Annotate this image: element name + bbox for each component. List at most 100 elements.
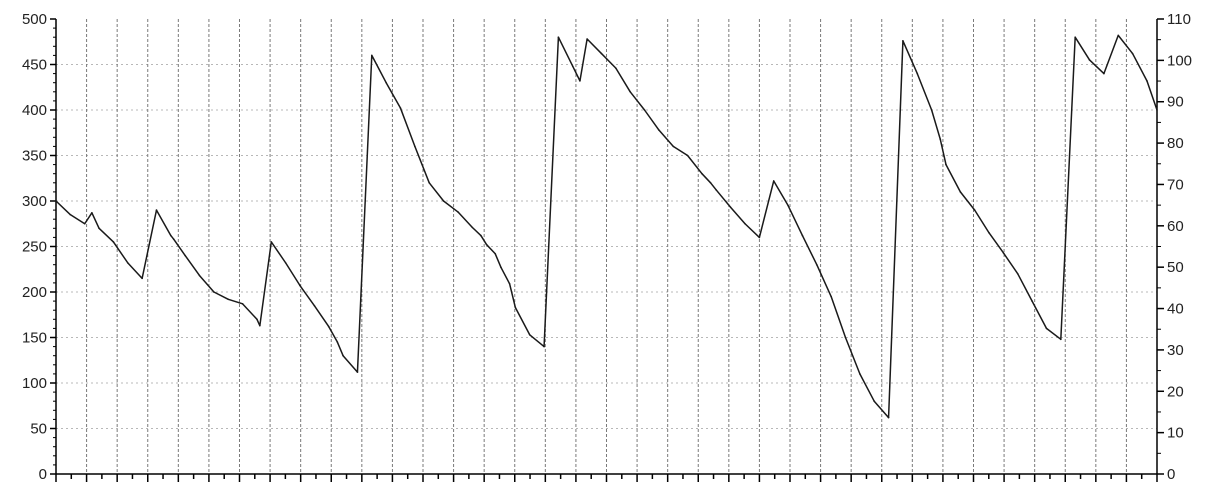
left-tick-label: 250 <box>22 239 47 256</box>
data-point <box>744 222 746 225</box>
data-point <box>557 36 560 38</box>
data-point <box>959 191 962 193</box>
data-point <box>299 284 301 287</box>
data-point <box>672 145 675 148</box>
data-point <box>579 80 581 82</box>
data-point <box>141 277 143 280</box>
data-point <box>284 262 287 264</box>
data-point <box>787 204 789 207</box>
data-point <box>399 107 402 109</box>
data-point <box>1045 327 1048 330</box>
data-point <box>414 145 416 148</box>
data-point <box>270 241 273 243</box>
data-point <box>508 283 511 285</box>
data-point <box>1016 273 1019 275</box>
data-point <box>844 336 847 339</box>
data-point <box>729 206 732 209</box>
data-point <box>1103 72 1105 75</box>
data-point <box>715 189 718 191</box>
data-point <box>1146 80 1148 82</box>
data-point <box>198 274 201 277</box>
left-tick-label: 200 <box>22 284 47 301</box>
data-point <box>629 91 631 93</box>
data-point <box>112 241 115 243</box>
left-tick-label: 0 <box>39 466 47 483</box>
right-tick-label: 10 <box>1167 425 1184 442</box>
right-tick-label: 20 <box>1167 383 1184 400</box>
data-point <box>815 263 818 266</box>
right-tick-label: 30 <box>1167 342 1184 359</box>
right-tick-label: 90 <box>1167 94 1184 111</box>
data-point <box>126 262 129 264</box>
data-point <box>98 227 100 230</box>
data-point <box>600 52 603 55</box>
data-point <box>1117 34 1120 37</box>
data-point <box>241 303 244 305</box>
data-point <box>170 234 172 237</box>
data-point <box>356 371 359 373</box>
right-tick-label: 110 <box>1167 11 1191 28</box>
left-tick-label: 50 <box>30 421 47 438</box>
data-point <box>902 40 904 42</box>
data-point <box>342 354 344 357</box>
data-point <box>1031 300 1033 302</box>
right-tick-label: 80 <box>1167 135 1184 152</box>
data-point <box>500 266 502 269</box>
data-point <box>480 234 482 237</box>
left-tick-label: 500 <box>22 11 47 28</box>
data-point <box>83 222 86 225</box>
data-point <box>514 306 517 309</box>
data-point <box>930 109 933 111</box>
data-point <box>227 298 230 301</box>
right-tick-label: 50 <box>1167 259 1184 276</box>
data-point <box>313 304 316 307</box>
data-point <box>172 238 175 241</box>
data-point <box>385 81 387 84</box>
data-point <box>1060 338 1062 341</box>
data-point <box>830 295 832 298</box>
data-point <box>1088 59 1091 61</box>
data-point <box>256 318 258 321</box>
data-point <box>571 65 574 68</box>
data-point <box>371 54 373 57</box>
data-point <box>442 200 445 202</box>
data-point <box>327 325 330 328</box>
data-point <box>184 254 186 257</box>
data-point <box>1074 36 1076 38</box>
data-point <box>428 182 431 184</box>
data-point <box>758 236 761 239</box>
right-tick-label: 70 <box>1167 176 1184 193</box>
data-point <box>213 291 215 293</box>
data-point <box>709 182 712 184</box>
data-point <box>1131 52 1134 55</box>
data-point <box>859 373 861 375</box>
data-point <box>91 212 93 214</box>
data-point <box>586 38 588 40</box>
data-point <box>686 154 689 157</box>
data-point <box>887 416 890 419</box>
data-point <box>543 345 545 348</box>
data-point <box>457 211 459 213</box>
data-point <box>471 226 474 229</box>
data-point <box>658 129 660 131</box>
left-tick-label: 450 <box>22 57 47 74</box>
data-point <box>155 209 158 211</box>
data-point <box>772 180 775 182</box>
data-point <box>1002 252 1005 254</box>
vertical-gridlines <box>86 19 1127 474</box>
left-tick-label: 300 <box>22 193 47 210</box>
data-point <box>643 109 646 111</box>
data-point <box>615 67 617 69</box>
data-point <box>528 333 531 336</box>
left-tick-label: 100 <box>22 375 47 392</box>
data-point <box>1156 109 1158 111</box>
data-point <box>945 163 947 166</box>
right-tick-label: 60 <box>1167 218 1184 235</box>
data-point <box>916 72 919 75</box>
data-point <box>801 234 804 237</box>
data-point <box>939 138 942 140</box>
data-point <box>55 200 57 202</box>
data-point <box>973 209 976 211</box>
data-point <box>701 172 703 175</box>
